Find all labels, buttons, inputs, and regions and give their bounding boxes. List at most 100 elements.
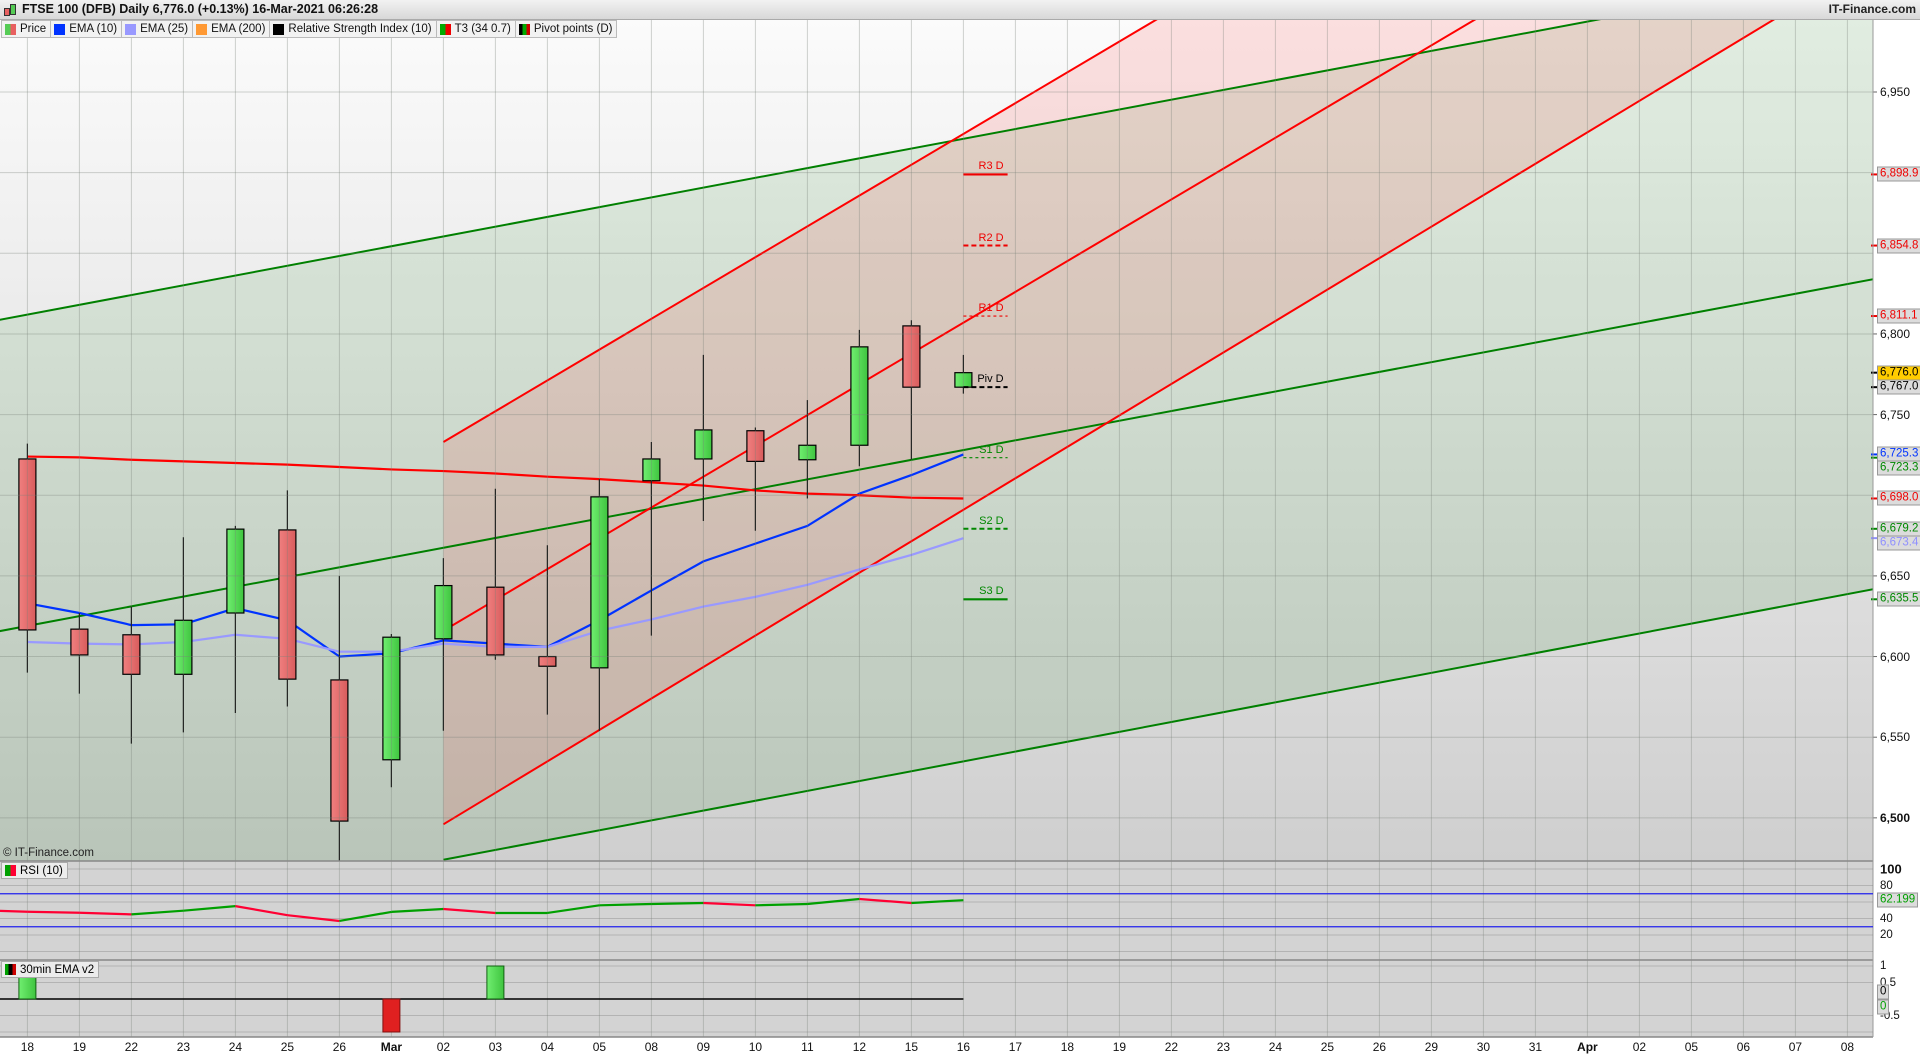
rsi-line-segment bbox=[235, 905, 288, 917]
time-axis-label: 09 bbox=[696, 1040, 711, 1054]
price-axis-label: 6,950 bbox=[1880, 85, 1911, 99]
time-axis-label: 23 bbox=[176, 1040, 191, 1054]
legend-item[interactable]: Relative Strength Index (10) bbox=[269, 20, 437, 38]
time-axis-label: 04 bbox=[540, 1040, 555, 1054]
trendline bbox=[442, 19, 1777, 826]
time-axis-label: 03 bbox=[488, 1040, 503, 1054]
candle-bullish bbox=[798, 444, 817, 461]
legend-label: Pivot points (D) bbox=[533, 23, 613, 35]
title-bar: FTSE 100 (DFB) Daily 6,776.0 (+0.13%) 16… bbox=[0, 0, 1920, 20]
legend-item[interactable]: T3 (34 0.7) bbox=[435, 20, 516, 38]
legend-swatch-icon bbox=[518, 23, 530, 35]
legend-label: EMA (25) bbox=[140, 23, 189, 35]
rsi-line-segment bbox=[755, 902, 808, 907]
legend-label: Relative Strength Index (10) bbox=[288, 23, 432, 35]
candle-bullish bbox=[850, 346, 869, 446]
time-axis-label: 02 bbox=[436, 1040, 451, 1054]
ema-v2-axis-label: 1 bbox=[1880, 960, 1887, 972]
ema-v2-value-label: 0 bbox=[1877, 999, 1890, 1015]
ema-v2-swatch-icon bbox=[5, 964, 16, 975]
price-value-label: 6,679.2 bbox=[1877, 521, 1920, 537]
pivot-label: R1 D bbox=[978, 302, 1004, 315]
rsi-line-segment bbox=[911, 899, 964, 905]
pivot-label: S3 D bbox=[979, 585, 1004, 598]
price-axis-label: 6,800 bbox=[1880, 326, 1911, 341]
time-axis-label: 11 bbox=[801, 1040, 814, 1054]
ema-v2-panel-label[interactable]: 30min EMA v2 bbox=[1, 961, 100, 978]
candle-bearish bbox=[278, 529, 297, 680]
trendline bbox=[442, 19, 1478, 632]
price-value-label: 6,673.4 bbox=[1877, 535, 1920, 551]
candle-bullish bbox=[642, 458, 661, 482]
legend-item[interactable]: EMA (200) bbox=[192, 20, 271, 38]
price-value-label: 6,898.9 bbox=[1877, 166, 1920, 182]
legend-label: EMA (10) bbox=[69, 23, 118, 35]
time-axis-label: 24 bbox=[1268, 1040, 1283, 1054]
rsi-line-segment bbox=[183, 905, 236, 912]
price-value-label: 6,723.3 bbox=[1877, 460, 1920, 476]
brand-label: IT-Finance.com bbox=[1828, 2, 1916, 16]
legend-item[interactable]: Price bbox=[1, 20, 52, 38]
price-value-label: 6,635.5 bbox=[1877, 591, 1920, 607]
pivot-label: R3 D bbox=[978, 160, 1004, 173]
time-axis-label: 25 bbox=[280, 1040, 295, 1054]
candle-bullish bbox=[382, 636, 401, 761]
price-axis-label: 6,750 bbox=[1880, 407, 1911, 422]
rsi-label-text: RSI (10) bbox=[20, 864, 63, 877]
legend-swatch-icon bbox=[273, 23, 285, 35]
candle-bullish bbox=[434, 584, 453, 640]
price-value-label: 6,725.3 bbox=[1877, 446, 1920, 462]
price-value-label: 6,698.0 bbox=[1877, 490, 1920, 506]
time-axis-label: 18 bbox=[20, 1040, 35, 1054]
candle-bearish bbox=[538, 655, 557, 667]
price-value-label: 6,776.0 bbox=[1877, 365, 1920, 381]
time-axis-label: 26 bbox=[1372, 1040, 1387, 1054]
time-axis-label: 22 bbox=[1164, 1040, 1179, 1054]
time-axis-label: 18 bbox=[1060, 1040, 1075, 1054]
time-axis-label: 02 bbox=[1632, 1040, 1647, 1054]
candle-bearish bbox=[486, 586, 505, 656]
time-axis-label: Mar bbox=[380, 1040, 403, 1054]
rsi-line-segment bbox=[807, 897, 860, 906]
rsi-line-segment bbox=[339, 910, 392, 923]
candle-bearish bbox=[746, 430, 765, 462]
rsi-swatch-icon bbox=[5, 865, 16, 876]
legend-item[interactable]: Pivot points (D) bbox=[514, 20, 618, 38]
time-axis-label: 16 bbox=[956, 1040, 971, 1054]
candle-bullish bbox=[694, 429, 713, 460]
rsi-line-segment bbox=[651, 901, 704, 906]
time-axis-label: 29 bbox=[1424, 1040, 1439, 1054]
legend-swatch-icon bbox=[54, 23, 66, 35]
time-axis-label: 31 bbox=[1528, 1040, 1543, 1054]
rsi-axis-label: 100 bbox=[1880, 861, 1902, 877]
price-axis-label: 6,500 bbox=[1880, 810, 1911, 825]
time-axis-label: Apr bbox=[1577, 1040, 1598, 1054]
trendline bbox=[0, 19, 1607, 321]
ema-v2-label-text: 30min EMA v2 bbox=[20, 963, 95, 976]
price-plot-area bbox=[0, 19, 1873, 861]
time-axis-label: 23 bbox=[1216, 1040, 1231, 1054]
time-axis-label: 07 bbox=[1788, 1040, 1803, 1054]
rsi-line-segment bbox=[859, 897, 912, 905]
rsi-panel-label[interactable]: RSI (10) bbox=[1, 862, 68, 879]
price-panel-background bbox=[0, 19, 1873, 861]
rsi-line-segment bbox=[79, 911, 132, 916]
price-value-label: 6,854.8 bbox=[1877, 238, 1920, 254]
legend-item[interactable]: EMA (10) bbox=[50, 20, 123, 38]
trendline bbox=[443, 588, 1873, 861]
rsi-value-label: 62.199 bbox=[1877, 892, 1919, 908]
trendline bbox=[442, 19, 1160, 443]
legend-item[interactable]: EMA (25) bbox=[121, 20, 194, 38]
candle-bullish bbox=[174, 619, 193, 675]
rsi-line-segment bbox=[131, 909, 184, 916]
candle-bullish bbox=[226, 528, 245, 614]
legend-swatch-icon bbox=[439, 23, 451, 35]
time-axis-label: 05 bbox=[1684, 1040, 1699, 1054]
legend-label: Price bbox=[20, 23, 47, 35]
trend-channel-fill-green bbox=[0, 19, 1873, 861]
price-value-label: 6,767.0 bbox=[1877, 379, 1920, 395]
time-axis-label: 06 bbox=[1736, 1040, 1751, 1054]
candle-bearish bbox=[18, 458, 37, 631]
chart-title: FTSE 100 (DFB) Daily 6,776.0 (+0.13%) 16… bbox=[22, 2, 379, 16]
